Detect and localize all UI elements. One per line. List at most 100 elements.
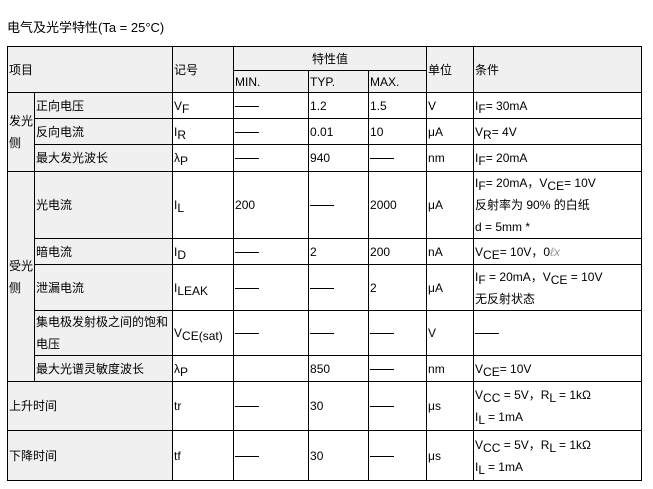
dash-mark: [370, 333, 395, 335]
item-name: 暗电流: [33, 238, 174, 265]
dash-mark: [235, 287, 260, 289]
unit-cell: μA: [426, 171, 475, 239]
condition-text: V: [475, 244, 484, 259]
condition-line: VCE= 10V: [475, 358, 640, 380]
condition-text: = 10V，0: [499, 244, 551, 259]
condition-sub: CE: [483, 247, 500, 262]
dash-mark: [370, 455, 395, 457]
min-value: [233, 264, 310, 311]
typ-value-text: 30: [310, 448, 324, 463]
header-values: 特性值: [233, 46, 428, 71]
unit-cell: μs: [426, 381, 475, 431]
condition-text: ℓx: [550, 244, 560, 259]
condition-sub: F: [478, 154, 486, 168]
dash-mark: [235, 131, 260, 133]
dash-mark: [370, 158, 395, 160]
max-value-text: 1.5: [370, 98, 387, 113]
condition-line: IF = 20mA，VCE = 10V: [475, 266, 640, 288]
dash-mark: [475, 333, 500, 335]
condition-cell: IF= 20mA，VCE= 10V 反射率为 90% 的白纸 d = 5mm *: [473, 171, 643, 239]
min-value: [233, 118, 310, 145]
condition-cell: VCC = 5V，RL = 1kΩ IL = 1mA: [473, 381, 643, 431]
characteristics-table: 项目 记号 特性值 单位 条件 MIN. TYP. MAX. 发光侧 正向电压 VF…: [6, 46, 643, 481]
item-name: 最大发光波长: [33, 144, 174, 172]
symbol-main: λ: [174, 151, 181, 165]
condition-text: = 20mA: [485, 151, 528, 165]
unit-cell: μA: [426, 118, 475, 145]
symbol-main: tf: [174, 448, 181, 463]
typ-value: 2: [308, 238, 370, 265]
condition-text: V: [475, 124, 484, 139]
condition-line: IL = 1mA: [475, 406, 640, 428]
symbol-sub: LEAK: [177, 283, 209, 298]
typ-value: 30: [308, 381, 370, 431]
dash-mark: [235, 251, 260, 253]
typ-value-text: 30: [310, 399, 324, 413]
item-name: 最大光谱灵敏度波长: [33, 355, 174, 382]
header-item: 项目: [6, 46, 174, 93]
symbol-sub: CE(sat): [182, 329, 223, 343]
condition-sub: CC: [483, 391, 501, 405]
condition-text: I: [475, 151, 479, 165]
condition-text: d = 5mm *: [475, 220, 531, 234]
typ-value: [308, 310, 370, 356]
condition-cell: VCE= 10V: [473, 355, 643, 382]
symbol-cell: tf: [172, 430, 235, 481]
max-value: [368, 355, 428, 382]
table-row: 最大发光波长 λP 940 nm IF= 20mA: [8, 144, 643, 172]
condition-sub: F: [478, 179, 486, 193]
dash-mark: [235, 455, 260, 457]
condition-text: I: [475, 459, 479, 474]
dash-mark: [235, 105, 260, 107]
table-row: 反向电流 IR 0.01 10 μA VR= 4V: [8, 118, 643, 145]
condition-cell: VCE= 10V，0ℓx: [473, 238, 643, 265]
symbol-cell: IR: [172, 118, 235, 145]
condition-sub: CE: [483, 364, 500, 379]
condition-text: = 10V: [499, 361, 532, 376]
item-name: 泄漏电流: [33, 264, 174, 311]
condition-line: 反射率为 90% 的白纸: [475, 194, 640, 216]
typ-value: [308, 171, 370, 239]
max-value-text: 2000: [370, 198, 397, 212]
condition-sub: L: [549, 391, 556, 405]
min-value: [233, 430, 310, 481]
typ-value: 850: [308, 355, 370, 382]
condition-text: = 20mA，V: [485, 176, 548, 190]
condition-text: V: [475, 437, 484, 452]
condition-line: VR= 4V: [475, 121, 640, 143]
table-row: 泄漏电流 ILEAK 2 μA IF = 20mA，VCE = 10V 无反射状态: [8, 264, 643, 311]
min-value: [233, 355, 310, 382]
condition-text: I: [475, 269, 479, 284]
symbol-cell: λP: [172, 355, 235, 382]
table-row: 下降时间 tf 30 μs VCC = 5V，RL = 1kΩ IL = 1mA: [6, 430, 643, 481]
header-min: MIN.: [233, 70, 310, 93]
item-name: 下降时间: [6, 430, 174, 481]
condition-text: V: [475, 361, 484, 376]
max-value: 10: [368, 118, 428, 145]
dash-mark: [235, 333, 260, 335]
dash-mark: [370, 368, 395, 370]
dash-mark: [235, 158, 260, 160]
max-value: [368, 381, 428, 431]
max-value: 200: [368, 238, 428, 265]
condition-cell: [473, 310, 643, 356]
table-row: 上升时间 tr 30 μs VCC = 5V，RL = 1kΩ IL = 1mA: [6, 381, 643, 431]
typ-value-text: 940: [310, 151, 331, 165]
symbol-cell: tr: [172, 381, 235, 431]
condition-line: VCC = 5V，RL = 1kΩ: [475, 384, 640, 406]
symbol-sub: F: [182, 101, 190, 116]
unit-cell: nm: [426, 355, 475, 382]
dash-mark: [310, 333, 335, 335]
symbol-main: I: [174, 198, 178, 212]
condition-sub: F: [478, 272, 486, 287]
item-name: 正向电压: [33, 92, 174, 119]
condition-line: VCE= 10V，0ℓx: [475, 241, 640, 263]
symbol-main: λ: [174, 361, 181, 376]
min-value: [233, 310, 310, 356]
min-value: 200: [233, 171, 310, 239]
item-name: 集电极发射极之间的饱和电压: [33, 310, 174, 356]
item-name: 反向电流: [33, 118, 174, 145]
condition-text: = 20mA，V: [485, 269, 551, 284]
condition-text: = 10V: [567, 269, 603, 284]
condition-text: = 1kΩ: [555, 437, 591, 452]
